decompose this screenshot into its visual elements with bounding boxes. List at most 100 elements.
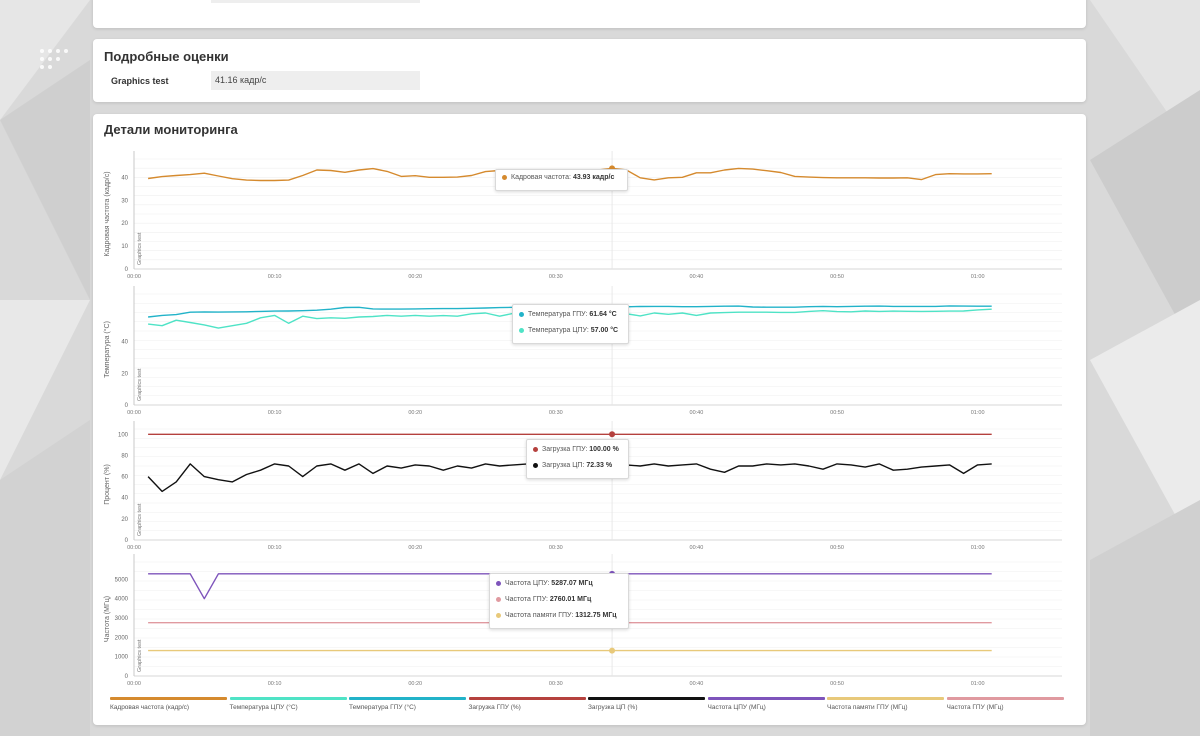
y-tick-label: 80	[121, 453, 128, 459]
x-tick-label: 00:30	[549, 410, 563, 416]
tooltip-dot	[502, 174, 507, 180]
y-tick-label: 5000	[115, 577, 129, 583]
tooltip-temperature: Температура ГПУ: 61.64 °C Температура ЦП…	[512, 304, 629, 344]
x-tick-label: 00:20	[408, 545, 422, 551]
tooltip-dot	[519, 327, 524, 333]
x-tick-label: 00:10	[268, 274, 282, 280]
y-tick-label: 2000	[115, 635, 129, 641]
watermark-dots-icon	[40, 49, 68, 69]
x-tick-label: 00:00	[127, 681, 141, 687]
monitoring-card: Детали мониторинга 0 10 20 30 40 00:00 00:10 00…	[93, 114, 1086, 725]
score-test-value: 41.16 кадр/с	[211, 71, 420, 90]
y-tick-label: 0	[125, 674, 129, 680]
x-tick-label: 00:50	[830, 274, 844, 280]
x-tick-label: 01:00	[971, 410, 985, 416]
y-tick-label: 3000	[115, 616, 129, 622]
x-tick-label: 00:50	[830, 681, 844, 687]
monitoring-title: Детали мониторинга	[104, 122, 238, 137]
y-axis-label: Кадровая частота (кадр/с)	[104, 171, 111, 256]
legend-item[interactable]: Частота памяти ГПУ (МГц)	[827, 697, 944, 711]
x-tick-label: 00:30	[549, 545, 563, 551]
x-tick-label: 00:40	[690, 410, 704, 416]
x-tick-label: 01:00	[971, 274, 985, 280]
y-tick-label: 40	[121, 496, 128, 502]
legend-item[interactable]: Температура ЦПУ (°C)	[229, 697, 347, 711]
legend-item[interactable]: Частота ЦПУ (МГц)	[707, 697, 825, 711]
legend-item[interactable]: Загрузка ГПУ (%)	[468, 697, 586, 711]
y-tick-label: 20	[121, 221, 128, 227]
tooltip-frequency: Частота ЦПУ: 5287.07 МГц Частота ГПУ: 27…	[489, 573, 629, 629]
tooltip-row: Частота ЦПУ: 5287.07 МГц	[490, 576, 628, 592]
legend-swatch	[588, 697, 705, 700]
legend-label: Частота ГПУ (МГц)	[946, 704, 1004, 711]
tooltip-dot	[519, 311, 524, 317]
score-test-label: Graphics test	[111, 76, 169, 86]
y-tick-label: 100	[118, 432, 129, 438]
y-axis-label: Температура (°C)	[103, 321, 111, 378]
legend-label: Загрузка ЦП (%)	[588, 704, 638, 711]
hover-point	[609, 431, 616, 438]
tooltip-row: Загрузка ЦП: 72.33 %	[527, 458, 628, 474]
y-tick-label: 4000	[115, 597, 129, 603]
y-axis-label: Процент (%)	[104, 464, 111, 505]
x-tick-label: 00:30	[549, 681, 563, 687]
previous-field	[211, 0, 420, 3]
tooltip-dot	[533, 462, 538, 468]
hover-point	[609, 647, 616, 654]
x-tick-label: 00:10	[268, 545, 282, 551]
y-tick-label: 20	[121, 371, 128, 377]
y-tick-label: 40	[121, 340, 128, 346]
legend-label: Загрузка ГПУ (%)	[468, 704, 521, 711]
legend-swatch	[229, 697, 347, 700]
tooltip-row: Частота памяти ГПУ: 1312.75 МГц	[490, 608, 628, 624]
x-tick-label: 00:00	[127, 410, 141, 416]
x-tick-label: 01:00	[971, 545, 985, 551]
x-tick-label: 00:10	[268, 410, 282, 416]
y-tick-label: 0	[125, 538, 129, 544]
x-tick-label: 00:30	[549, 274, 563, 280]
x-tick-label: 00:00	[127, 545, 141, 551]
test-region-label: Graphics test	[137, 232, 143, 265]
legend-label: Частота памяти ГПУ (МГц)	[827, 704, 908, 711]
y-tick-label: 30	[121, 198, 128, 204]
x-tick-label: 00:40	[690, 545, 704, 551]
tooltip-row: Кадровая частота: 43.93 кадр/с	[496, 170, 627, 186]
legend-label: Частота ЦПУ (МГц)	[707, 704, 766, 711]
y-axis-label: Частота (МГц)	[104, 596, 111, 642]
tooltip-row: Температура ЦПУ: 57.00 °C	[513, 323, 628, 339]
x-tick-label: 00:20	[408, 681, 422, 687]
y-tick-label: 60	[121, 475, 128, 481]
previous-card	[93, 0, 1086, 28]
legend-swatch	[827, 697, 944, 700]
tooltip-dot	[496, 596, 501, 602]
tooltip-row: Загрузка ГПУ: 100.00 %	[527, 442, 628, 458]
test-region-label: Graphics test	[137, 639, 143, 672]
x-tick-label: 00:40	[690, 681, 704, 687]
y-tick-label: 1000	[115, 655, 129, 661]
x-tick-label: 00:50	[830, 545, 844, 551]
legend-item[interactable]: Частота ГПУ (МГц)	[946, 697, 1064, 711]
y-tick-label: 0	[125, 267, 129, 273]
legend-swatch	[110, 697, 227, 700]
x-tick-label: 00:20	[408, 410, 422, 416]
legend-swatch	[707, 697, 825, 700]
test-region-label: Graphics test	[137, 503, 143, 536]
tooltip-fps: Кадровая частота: 43.93 кадр/с	[495, 169, 628, 191]
test-region-label: Graphics test	[137, 368, 143, 401]
x-tick-label: 00:10	[268, 681, 282, 687]
legend-item[interactable]: Температура ГПУ (°C)	[349, 697, 466, 711]
legend-label: Температура ГПУ (°C)	[349, 704, 416, 711]
y-tick-label: 0	[125, 403, 129, 409]
legend-item[interactable]: Загрузка ЦП (%)	[588, 697, 705, 711]
legend-label: Кадровая частота (кадр/с)	[110, 704, 190, 711]
x-tick-label: 00:20	[408, 274, 422, 280]
y-tick-label: 40	[121, 175, 128, 181]
chart-panel-0: 0 10 20 30 40 00:00 00:10 00:20 00:30 00:40 00:50 0…	[104, 151, 1062, 280]
x-tick-label: 01:00	[971, 681, 985, 687]
legend-item[interactable]: Кадровая частота (кадр/с)	[110, 697, 227, 711]
tooltip-dot	[533, 446, 538, 452]
y-tick-label: 20	[121, 517, 128, 523]
x-tick-label: 00:00	[127, 274, 141, 280]
tooltip-load: Загрузка ГПУ: 100.00 % Загрузка ЦП: 72.3…	[526, 439, 629, 479]
legend-label: Температура ЦПУ (°C)	[229, 704, 298, 711]
